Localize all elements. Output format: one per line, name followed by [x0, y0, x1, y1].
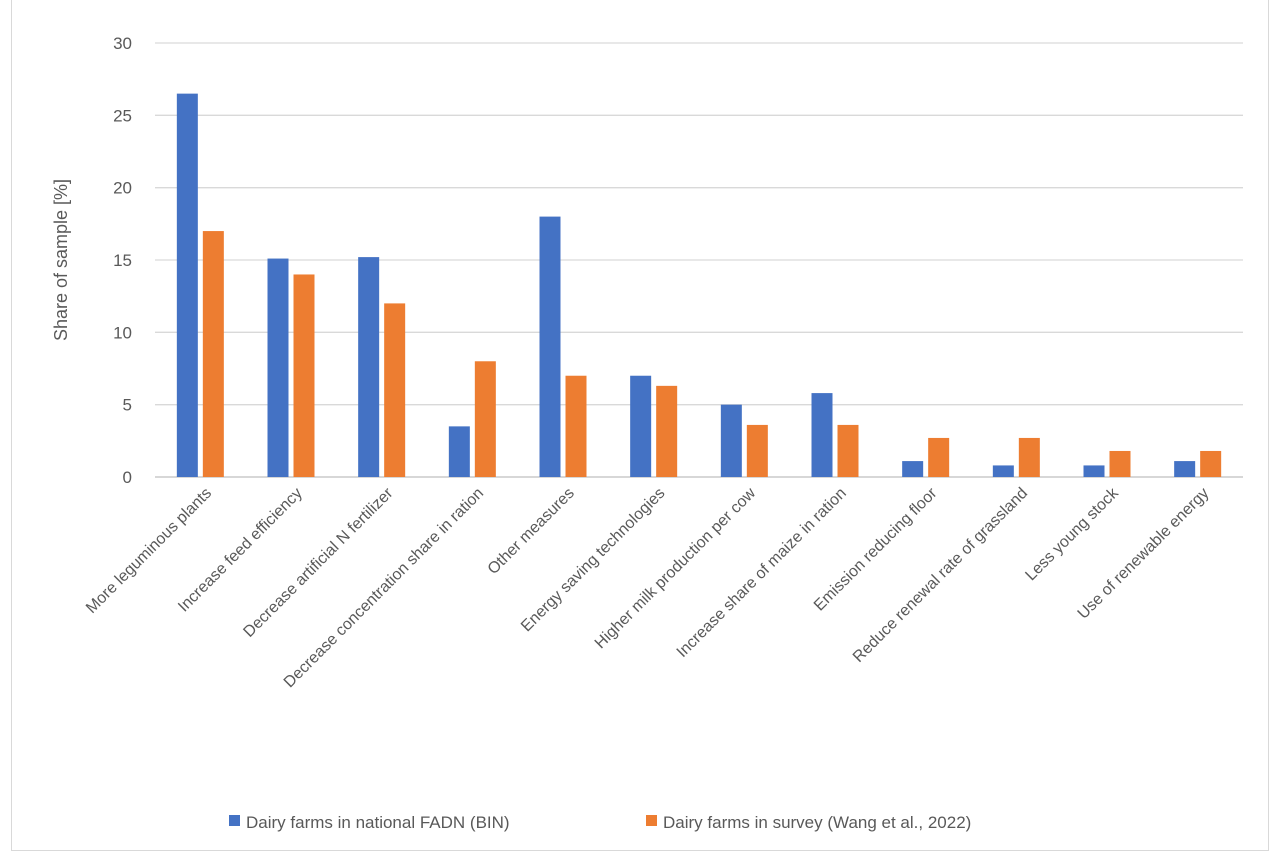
bar-fadn [720, 404, 742, 477]
bar-fadn [358, 257, 380, 477]
bar-survey [384, 303, 406, 477]
x-category-label: Increase share of maize in ration [674, 485, 850, 661]
bar-fadn [1083, 465, 1105, 477]
x-category-label: Decrease concentration share in ration [281, 485, 487, 691]
y-tick-label: 5 [123, 396, 132, 415]
y-axis-ticks: 0 5 10 15 20 25 30 [113, 34, 132, 487]
bar-fadn [539, 216, 561, 477]
gridlines [155, 42, 1243, 478]
bar-survey [928, 437, 950, 477]
y-tick-label: 0 [123, 468, 132, 487]
bar-survey [293, 274, 315, 477]
x-category-label: Higher milk production per cow [592, 484, 760, 652]
bar-survey [1200, 450, 1222, 477]
bar-fadn [811, 393, 833, 477]
bar-survey [746, 424, 768, 477]
y-tick-label: 10 [113, 323, 132, 342]
bar-survey [837, 424, 859, 477]
bar-survey [565, 375, 587, 477]
bar-fadn [267, 258, 289, 477]
y-tick-label: 20 [113, 179, 132, 198]
y-tick-label: 30 [113, 34, 132, 53]
legend-swatch [646, 815, 657, 826]
bar-fadn [992, 465, 1014, 477]
legend-label: Dairy farms in national FADN (BIN) [246, 813, 510, 832]
bar-fadn [630, 375, 652, 477]
x-category-label: Reduce renewal rate of grassland [850, 485, 1031, 666]
x-category-label: Less young stock [1022, 484, 1122, 584]
legend-swatch [229, 815, 240, 826]
bar-fadn [448, 426, 470, 477]
bar-fadn [902, 461, 924, 477]
bar-survey [1018, 437, 1040, 477]
legend: Dairy farms in national FADN (BIN) Dairy … [229, 813, 971, 832]
legend-label: Dairy farms in survey (Wang et al., 2022… [663, 813, 971, 832]
bar-fadn [176, 93, 198, 477]
y-tick-label: 15 [113, 251, 132, 270]
bar-survey [202, 231, 224, 477]
bar-survey [474, 361, 496, 477]
x-category-label: Other measures [485, 485, 578, 578]
x-category-label: Decrease artificial N fertilizer [241, 484, 397, 640]
y-axis-title: Share of sample [%] [51, 179, 71, 341]
bar-survey [656, 385, 678, 477]
x-category-label: Energy saving technologies [518, 485, 668, 635]
y-tick-label: 25 [113, 106, 132, 125]
bars [176, 93, 1222, 477]
bar-fadn [1174, 461, 1196, 477]
bar-survey [1109, 450, 1131, 477]
